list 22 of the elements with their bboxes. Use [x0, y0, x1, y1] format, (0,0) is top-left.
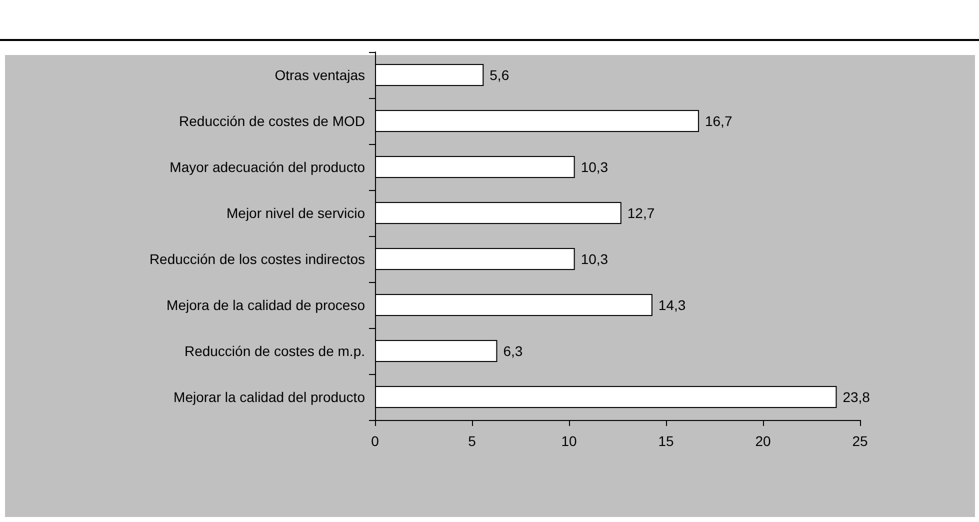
- x-tick-label: 0: [371, 433, 380, 449]
- data-label: 6,3: [503, 343, 523, 359]
- data-label: 10,3: [580, 251, 608, 267]
- data-label: 23,8: [842, 389, 870, 405]
- x-tick-label: 20: [755, 433, 771, 449]
- y-tick-label: Reducción de los costes indirectos: [149, 251, 365, 267]
- data-label: 10,3: [580, 159, 608, 175]
- y-tick-label: Mejorar la calidad del producto: [174, 389, 366, 405]
- y-tick-label: Reducción de costes de m.p.: [184, 343, 365, 359]
- x-tick-label: 25: [852, 433, 868, 449]
- data-label: 16,7: [704, 113, 732, 129]
- x-tick-label: 10: [561, 433, 577, 449]
- x-tick-label: 5: [468, 433, 476, 449]
- y-tick-label: Mejora de la calidad de proceso: [166, 297, 366, 313]
- y-tick-label: Reducción de costes de MOD: [179, 113, 365, 129]
- y-tick-label: Otras ventajas: [274, 67, 365, 83]
- y-tick-label: Mayor adecuación del producto: [170, 159, 366, 175]
- y-tick-label: Mejor nivel de servicio: [226, 205, 366, 221]
- data-label: 14,3: [658, 297, 686, 313]
- x-tick-label: 15: [658, 433, 674, 449]
- data-label: 5,6: [490, 67, 510, 83]
- data-label: 12,7: [627, 205, 655, 221]
